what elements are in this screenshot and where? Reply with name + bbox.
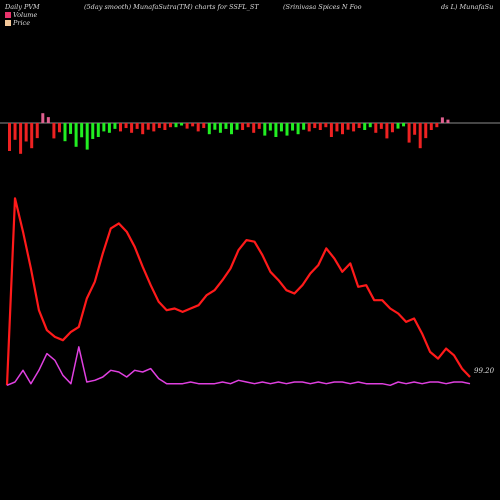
volume-bar bbox=[407, 123, 411, 143]
volume-bar bbox=[119, 123, 122, 132]
volume-bar bbox=[91, 123, 95, 139]
volume-bar bbox=[252, 123, 256, 133]
legend-volume-label: Volume bbox=[13, 11, 38, 19]
volume-bar bbox=[74, 123, 78, 147]
volume-bar bbox=[69, 123, 73, 134]
volume-bar bbox=[80, 123, 84, 138]
volume-bar bbox=[224, 123, 228, 129]
volume-bar bbox=[352, 123, 356, 132]
volume-bar bbox=[307, 123, 311, 132]
chart-name-label: Daily PVM bbox=[5, 3, 40, 11]
volume-bar bbox=[168, 123, 172, 128]
volume-bar bbox=[402, 123, 406, 127]
volume-bar bbox=[157, 123, 161, 129]
volume-bar bbox=[318, 123, 322, 130]
volume-bar bbox=[446, 119, 450, 123]
volume-bar bbox=[379, 123, 383, 129]
volume-bar bbox=[235, 123, 239, 130]
volume-bar bbox=[52, 123, 56, 139]
volume-bar bbox=[291, 123, 295, 131]
legend-price: Price bbox=[5, 19, 30, 27]
volume-bar bbox=[396, 123, 400, 129]
last-price-label: 99.20 bbox=[474, 367, 495, 375]
legend-volume-swatch bbox=[5, 12, 11, 18]
volume-bar bbox=[329, 123, 333, 137]
volume-bar bbox=[130, 123, 134, 133]
volume-bar bbox=[429, 123, 433, 130]
volume-bar bbox=[41, 113, 45, 123]
volume-bar bbox=[313, 123, 317, 129]
volume-bar bbox=[96, 123, 100, 137]
volume-bar bbox=[424, 123, 428, 139]
volume-bar bbox=[63, 123, 67, 142]
volume-bar bbox=[124, 123, 128, 129]
volume-bar bbox=[196, 123, 200, 132]
volume-bar bbox=[263, 123, 267, 136]
volume-bar bbox=[218, 123, 222, 133]
volume-bar bbox=[390, 123, 394, 133]
volume-bar bbox=[440, 117, 444, 123]
volume-bar bbox=[8, 123, 11, 151]
volume-bar bbox=[341, 123, 344, 135]
volume-bar bbox=[57, 123, 61, 133]
volume-bar bbox=[257, 123, 261, 129]
volume-bar bbox=[246, 123, 250, 128]
volume-bar bbox=[141, 123, 145, 135]
volume-bar bbox=[35, 123, 39, 139]
volume-bar bbox=[335, 123, 339, 132]
volume-bar bbox=[19, 123, 23, 154]
volume-bar bbox=[185, 123, 189, 129]
price-line bbox=[5, 197, 471, 386]
volume-bar bbox=[30, 123, 34, 149]
volume-bar bbox=[180, 123, 184, 126]
volume-bar bbox=[102, 123, 106, 132]
volume-bar bbox=[13, 123, 17, 140]
volume-bar bbox=[24, 123, 28, 142]
volume-bar bbox=[285, 123, 289, 136]
volume-bar bbox=[296, 123, 300, 135]
volume-bar bbox=[279, 123, 283, 132]
volume-bar bbox=[413, 123, 417, 135]
volume-bar bbox=[418, 123, 422, 149]
volume-bar bbox=[346, 123, 350, 130]
legend-volume: Volume bbox=[5, 11, 37, 19]
volume-bar bbox=[113, 123, 117, 129]
volume-bar bbox=[207, 123, 211, 135]
chart-title: (5day smooth) MunafaSutra(TM) charts for… bbox=[84, 3, 259, 11]
pvm-line bbox=[6, 346, 471, 387]
volume-bar bbox=[174, 123, 178, 128]
legend-price-label: Price bbox=[13, 19, 31, 27]
volume-bar bbox=[146, 123, 150, 130]
volume-bar bbox=[191, 123, 195, 127]
volume-bar bbox=[385, 123, 389, 139]
volume-bar bbox=[357, 123, 361, 129]
volume-bar bbox=[241, 123, 245, 130]
volume-bar bbox=[202, 123, 206, 129]
volume-bar bbox=[213, 123, 217, 130]
volume-bar bbox=[435, 123, 439, 128]
volume-bar bbox=[230, 123, 233, 135]
volume-bar bbox=[268, 123, 272, 131]
volume-bar bbox=[85, 123, 89, 150]
volume-bar bbox=[107, 123, 111, 133]
volume-bar bbox=[274, 123, 278, 137]
volume-bar bbox=[46, 117, 50, 123]
volume-bar bbox=[152, 123, 156, 132]
volume-bar bbox=[163, 123, 167, 130]
volume-bar bbox=[324, 123, 328, 128]
volume-bar bbox=[135, 123, 139, 129]
company-name-part2: ds L) MunafaSu bbox=[441, 3, 494, 11]
company-name-part1: (Srinivasa Spices N Foo bbox=[283, 3, 362, 11]
volume-bar bbox=[302, 123, 306, 130]
volume-bar bbox=[363, 123, 367, 130]
volume-bar bbox=[374, 123, 378, 133]
volume-bar bbox=[368, 123, 372, 128]
legend-price-swatch bbox=[5, 20, 11, 26]
